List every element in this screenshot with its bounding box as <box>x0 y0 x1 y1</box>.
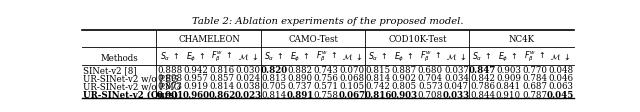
Text: SINet-v2 [8]: SINet-v2 [8] <box>83 65 137 74</box>
Text: 0.680: 0.680 <box>418 65 443 74</box>
Text: 0.048: 0.048 <box>548 65 573 74</box>
Text: 0.910: 0.910 <box>496 90 521 99</box>
Text: 0.786: 0.786 <box>470 82 495 90</box>
Text: $S_{\alpha}$ $\uparrow$: $S_{\alpha}$ $\uparrow$ <box>472 50 492 63</box>
Text: COD10K-Test: COD10K-Test <box>388 35 447 44</box>
Text: 0.942: 0.942 <box>184 65 209 74</box>
Text: 0.705: 0.705 <box>262 82 287 90</box>
Text: 0.787: 0.787 <box>522 90 547 99</box>
Text: 0.758: 0.758 <box>314 90 339 99</box>
Text: 0.573: 0.573 <box>418 82 443 90</box>
Text: 0.770: 0.770 <box>522 65 547 74</box>
Text: 0.023: 0.023 <box>234 90 262 99</box>
Text: CHAMELEON: CHAMELEON <box>178 35 240 44</box>
Text: 0.816: 0.816 <box>365 90 392 99</box>
Text: 0.033: 0.033 <box>443 90 470 99</box>
Text: 0.704: 0.704 <box>418 73 443 82</box>
Text: 0.882: 0.882 <box>287 65 313 74</box>
Text: NC4K: NC4K <box>508 35 534 44</box>
Text: 0.814: 0.814 <box>262 90 287 99</box>
Text: 0.742: 0.742 <box>366 82 390 90</box>
Text: 0.571: 0.571 <box>314 82 339 90</box>
Text: 0.919: 0.919 <box>184 82 209 90</box>
Text: 0.030: 0.030 <box>236 65 260 74</box>
Text: 0.813: 0.813 <box>262 73 287 82</box>
Text: 0.756: 0.756 <box>314 73 339 82</box>
Text: 0.957: 0.957 <box>184 73 209 82</box>
Text: $S_{\alpha}$ $\uparrow$: $S_{\alpha}$ $\uparrow$ <box>264 50 284 63</box>
Text: 0.708: 0.708 <box>418 90 443 99</box>
Text: 0.862: 0.862 <box>209 90 236 99</box>
Text: $F_{\beta}^{w}$ $\uparrow$: $F_{\beta}^{w}$ $\uparrow$ <box>211 50 232 64</box>
Text: $E_{\phi}$ $\uparrow$: $E_{\phi}$ $\uparrow$ <box>290 50 310 63</box>
Text: $E_{\phi}$ $\uparrow$: $E_{\phi}$ $\uparrow$ <box>394 50 414 63</box>
Text: 0.070: 0.070 <box>340 65 365 74</box>
Text: 0.902: 0.902 <box>392 73 417 82</box>
Text: 0.814: 0.814 <box>209 82 234 90</box>
Text: 0.873: 0.873 <box>157 82 182 90</box>
Text: 0.047: 0.047 <box>444 82 469 90</box>
Text: UR-SINet-v2 w/o PEG: UR-SINet-v2 w/o PEG <box>83 73 179 82</box>
Text: 0.857: 0.857 <box>209 73 234 82</box>
Text: 0.737: 0.737 <box>288 82 312 90</box>
Text: 0.960: 0.960 <box>182 90 209 99</box>
Text: 0.820: 0.820 <box>260 65 288 74</box>
Text: 0.067: 0.067 <box>339 90 365 99</box>
Text: 0.805: 0.805 <box>392 82 417 90</box>
Text: 0.842: 0.842 <box>470 73 495 82</box>
Text: $F_{\beta}^{w}$ $\uparrow$: $F_{\beta}^{w}$ $\uparrow$ <box>420 50 441 64</box>
Text: 0.888: 0.888 <box>157 65 182 74</box>
Text: 0.068: 0.068 <box>340 73 365 82</box>
Text: $E_{\phi}$ $\uparrow$: $E_{\phi}$ $\uparrow$ <box>499 50 518 63</box>
Text: 0.034: 0.034 <box>444 73 468 82</box>
Text: 0.687: 0.687 <box>522 82 547 90</box>
Text: UR-SINet-v2 w/o PMG: UR-SINet-v2 w/o PMG <box>83 82 181 90</box>
Text: $S_{\alpha}$ $\uparrow$: $S_{\alpha}$ $\uparrow$ <box>160 50 180 63</box>
Text: $\mathcal{M}$ $\downarrow$: $\mathcal{M}$ $\downarrow$ <box>550 52 571 61</box>
Text: 0.063: 0.063 <box>548 82 573 90</box>
Text: 0.903: 0.903 <box>390 90 418 99</box>
Text: 0.784: 0.784 <box>522 73 547 82</box>
Text: 0.890: 0.890 <box>287 73 313 82</box>
Text: UR-SINet-v2 (Ours): UR-SINet-v2 (Ours) <box>83 90 179 99</box>
Text: $E_{\phi}$ $\uparrow$: $E_{\phi}$ $\uparrow$ <box>186 50 206 63</box>
Text: $S_{\alpha}$ $\uparrow$: $S_{\alpha}$ $\uparrow$ <box>368 50 388 63</box>
Text: 0.844: 0.844 <box>470 90 495 99</box>
Text: $\mathcal{M}$ $\downarrow$: $\mathcal{M}$ $\downarrow$ <box>342 52 362 61</box>
Text: 0.903: 0.903 <box>496 65 521 74</box>
Text: Table 2: Ablation experiments of the proposed model.: Table 2: Ablation experiments of the pro… <box>192 17 464 26</box>
Text: 0.887: 0.887 <box>392 65 417 74</box>
Text: 0.898: 0.898 <box>157 73 182 82</box>
Text: $F_{\beta}^{w}$ $\uparrow$: $F_{\beta}^{w}$ $\uparrow$ <box>524 50 545 64</box>
Text: $\mathcal{M}$ $\downarrow$: $\mathcal{M}$ $\downarrow$ <box>446 52 467 61</box>
Text: 0.815: 0.815 <box>365 65 391 74</box>
Text: 0.045: 0.045 <box>547 90 574 99</box>
Text: 0.847: 0.847 <box>468 65 496 74</box>
Text: 0.105: 0.105 <box>340 82 365 90</box>
Text: 0.743: 0.743 <box>314 65 339 74</box>
Text: 0.841: 0.841 <box>496 82 521 90</box>
Text: 0.901: 0.901 <box>156 90 184 99</box>
Text: 0.024: 0.024 <box>236 73 260 82</box>
Text: CAMO-Test: CAMO-Test <box>288 35 338 44</box>
Text: 0.038: 0.038 <box>236 82 260 90</box>
Text: 0.891: 0.891 <box>287 90 314 99</box>
Text: Methods: Methods <box>101 53 138 62</box>
Text: 0.046: 0.046 <box>548 73 573 82</box>
Text: $\mathcal{M}$ $\downarrow$: $\mathcal{M}$ $\downarrow$ <box>238 52 258 61</box>
Text: $F_{\beta}^{w}$ $\uparrow$: $F_{\beta}^{w}$ $\uparrow$ <box>316 50 337 64</box>
Text: 0.816: 0.816 <box>209 65 234 74</box>
Text: 0.814: 0.814 <box>365 73 391 82</box>
Text: 0.037: 0.037 <box>444 65 468 74</box>
Text: 0.909: 0.909 <box>496 73 521 82</box>
